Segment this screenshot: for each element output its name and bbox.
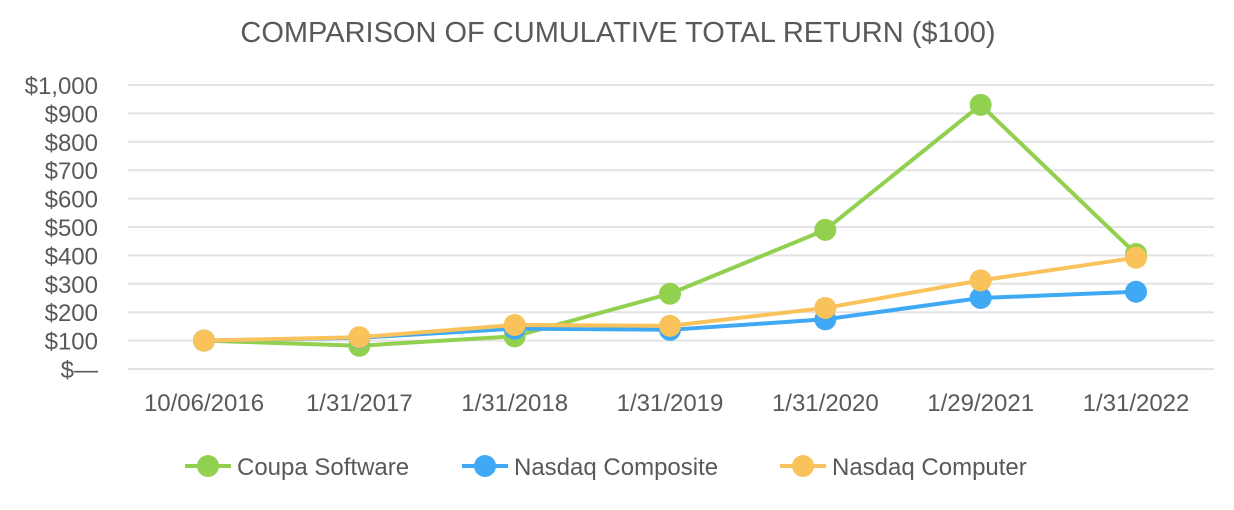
x-tick-label: 1/29/2021 (927, 390, 1034, 417)
x-tick-label: 10/06/2016 (144, 390, 264, 417)
data-point (348, 326, 371, 349)
series-group (193, 93, 1147, 357)
data-point (814, 296, 837, 319)
y-tick-label: $700 (45, 158, 98, 185)
legend-item: Coupa Software (185, 454, 409, 481)
series-nasdaq-computer (193, 246, 1147, 352)
legend-label: Nasdaq Computer (832, 454, 1027, 481)
data-point (659, 282, 681, 305)
legend: Coupa Software Nasdaq Composite Nasdaq Com… (185, 454, 1027, 481)
y-tick-label: $400 (45, 243, 98, 270)
legend-item: Nasdaq Computer (780, 454, 1027, 481)
chart-title: COMPARISON OF CUMULATIVE TOTAL RETURN ($… (240, 17, 995, 49)
data-point (659, 314, 681, 337)
data-point (1125, 280, 1147, 303)
y-tick-label: $200 (45, 300, 98, 327)
data-point (503, 313, 526, 336)
x-tick-label: 1/31/2022 (1083, 390, 1190, 417)
y-tick-label: $— (61, 357, 98, 384)
y-tick-label: $900 (45, 101, 98, 128)
legend-item: Nasdaq Composite (462, 454, 718, 481)
y-axis: $—$100$200$300$400$500$600$700$800$900$1… (25, 73, 98, 384)
x-tick-label: 1/31/2017 (306, 390, 413, 417)
x-tick-label: 1/31/2018 (461, 390, 568, 417)
y-tick-label: $300 (45, 272, 98, 299)
data-point (193, 329, 215, 352)
y-tick-label: $800 (45, 130, 98, 157)
data-point (969, 287, 992, 309)
y-tick-label: $100 (45, 329, 98, 356)
y-tick-label: $500 (45, 215, 98, 242)
data-point (969, 93, 992, 116)
legend-label: Coupa Software (237, 454, 409, 481)
y-tick-label: $1,000 (25, 73, 98, 100)
legend-marker (197, 455, 219, 477)
x-tick-label: 1/31/2020 (772, 390, 879, 417)
y-tick-label: $600 (45, 187, 98, 214)
x-tick-label: 1/31/2019 (617, 390, 724, 417)
data-point (969, 269, 992, 292)
x-axis: 10/06/2016 1/31/2017 1/31/2018 1/31/2019 1/3… (144, 390, 1189, 417)
data-point (814, 218, 837, 241)
legend-marker (474, 455, 496, 477)
legend-marker (792, 455, 814, 477)
data-point (1125, 246, 1147, 269)
legend-label: Nasdaq Composite (514, 454, 718, 481)
